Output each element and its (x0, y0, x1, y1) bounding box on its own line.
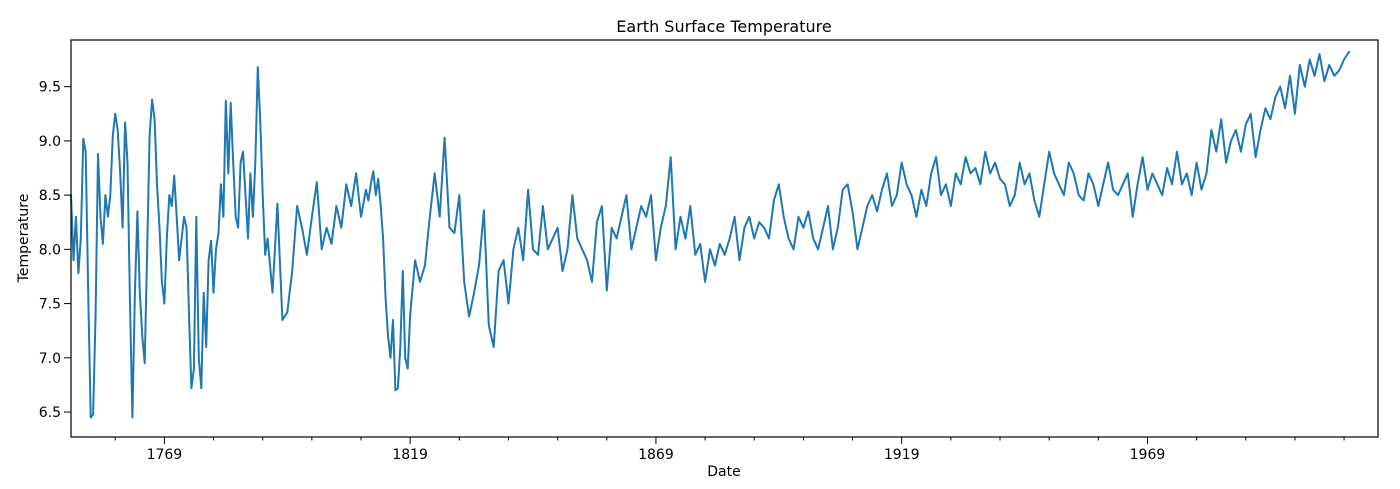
temperature-series-line (71, 52, 1349, 418)
x-axis-ticks: 1769 1819 1869 1919 1969 (115, 437, 1344, 463)
x-tick-label: 1869 (638, 447, 674, 463)
plot-area (71, 52, 1349, 418)
chart-title: Earth Surface Temperature (616, 17, 831, 36)
y-tick-label: 9.5 (39, 80, 61, 96)
x-tick-label: 1969 (1130, 447, 1166, 463)
y-tick-label: 9.0 (39, 134, 61, 150)
y-axis-ticks: 6.5 7.0 7.5 8.0 8.5 9.0 9.5 (39, 80, 71, 421)
y-tick-label: 8.0 (39, 242, 61, 258)
y-tick-label: 6.5 (39, 405, 61, 421)
x-axis-label: Date (707, 464, 740, 480)
x-tick-label: 1819 (392, 447, 428, 463)
y-tick-label: 7.0 (39, 351, 61, 367)
y-tick-label: 8.5 (39, 188, 61, 204)
y-tick-label: 7.5 (39, 297, 61, 313)
x-tick-label: 1769 (147, 447, 183, 463)
y-axis-label: Temperature (16, 194, 32, 284)
x-tick-label: 1919 (884, 447, 920, 463)
